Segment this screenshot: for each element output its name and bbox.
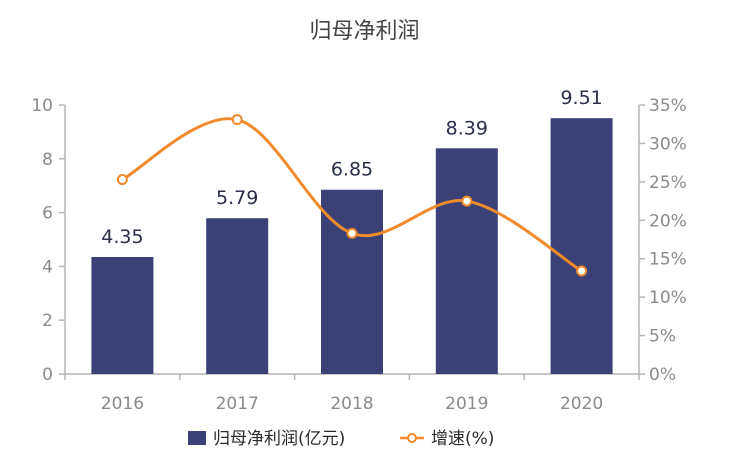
line-point <box>576 265 588 277</box>
right-tick-label: 5% <box>649 327 676 347</box>
right-tick-label: 30% <box>649 134 687 154</box>
legend-line-marker <box>407 433 417 443</box>
bar <box>206 218 269 374</box>
x-tick-label: 2019 <box>445 394 488 414</box>
line-point <box>116 174 128 186</box>
line-point <box>461 195 473 207</box>
right-tick-label: 25% <box>649 173 687 193</box>
right-tick-label: 10% <box>649 288 687 308</box>
left-tick-label: 2 <box>42 311 53 331</box>
chart-title: 归母净利润 <box>309 19 419 44</box>
left-tick-label: 4 <box>42 257 53 277</box>
legend-line-label: 增速(%) <box>431 429 494 449</box>
left-tick-label: 6 <box>42 204 53 224</box>
left-tick-label: 10 <box>31 96 53 116</box>
line-point <box>231 114 243 126</box>
x-tick-label: 2016 <box>101 394 144 414</box>
left-tick-label: 8 <box>42 150 53 170</box>
left-axis-ticks: 0 2 4 6 8 10 <box>31 96 65 385</box>
bar <box>435 148 498 374</box>
bar-value-label: 6.85 <box>331 159 373 181</box>
bar-value-label: 9.51 <box>560 87 602 109</box>
line-point <box>346 227 358 239</box>
right-tick-label: 20% <box>649 211 687 231</box>
legend-bar-label: 归母净利润(亿元) <box>213 429 345 449</box>
line-series <box>116 114 588 277</box>
bar-value-label: 5.79 <box>216 187 258 209</box>
bar-series <box>91 118 613 374</box>
bar-data-labels: 4.35 5.79 6.85 8.39 9.51 <box>101 87 603 248</box>
right-tick-label: 35% <box>649 96 687 116</box>
bar-value-label: 8.39 <box>446 117 488 139</box>
right-axis-ticks: 0% 5% 10% 15% 20% 25% 30% 35% <box>639 96 687 385</box>
bar <box>550 118 613 374</box>
x-tick-label: 2020 <box>560 394 603 414</box>
bar-value-label: 4.35 <box>101 226 143 248</box>
right-tick-label: 0% <box>649 365 676 385</box>
x-tick-label: 2018 <box>330 394 373 414</box>
x-axis-ticks: 2016 2017 2018 2019 2020 <box>64 374 640 414</box>
left-tick-label: 0 <box>42 365 53 385</box>
legend: 归母净利润(亿元) 增速(%) <box>188 429 494 449</box>
legend-bar-swatch <box>188 431 206 445</box>
bar <box>91 256 154 374</box>
x-tick-label: 2017 <box>216 394 259 414</box>
right-tick-label: 15% <box>649 250 687 270</box>
